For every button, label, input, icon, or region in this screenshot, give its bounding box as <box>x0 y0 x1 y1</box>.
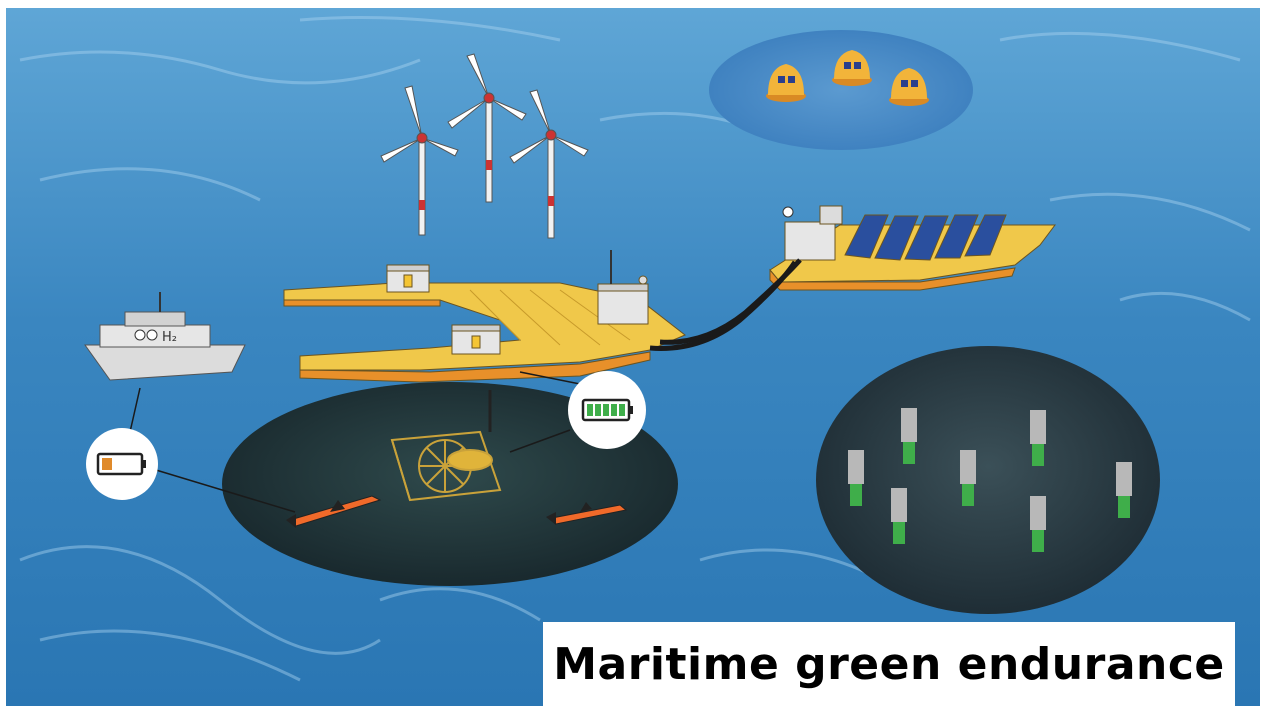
sea-foam-streaks <box>19 16 1251 682</box>
seabed-sensor-icon <box>1030 410 1046 466</box>
buoys-bubble <box>709 30 973 150</box>
solar-panel-icon <box>844 214 1007 261</box>
caption-box: Maritime green endurance <box>543 622 1235 706</box>
buoy-icon <box>889 68 929 106</box>
underwater-glider-icon <box>546 502 628 525</box>
power-station-hut <box>386 264 430 293</box>
underwater-glider-icon <box>286 495 382 528</box>
battery-link-low <box>155 469 296 513</box>
seabed-sensor-icon <box>960 450 976 506</box>
wind-turbines <box>380 53 589 239</box>
solar-platform <box>769 205 1056 291</box>
caption-title: Maritime green endurance <box>553 638 1225 690</box>
seabed-sensor-icon <box>1116 462 1132 518</box>
wind-turbine-icon <box>380 85 459 236</box>
seabed-sensor-icon <box>891 488 907 544</box>
control-hut <box>782 205 843 261</box>
ship-icon: H₂ <box>84 292 246 381</box>
battery-link-full <box>509 429 571 453</box>
underwater-glider-bubble <box>222 382 678 586</box>
wind-turbine-icon <box>447 53 527 203</box>
seabed-sensor-icon <box>901 408 917 464</box>
battery-link-full-platform <box>519 371 586 386</box>
ship-label: H₂ <box>162 330 177 345</box>
ship-battery-link <box>129 387 141 433</box>
battery-low-icon <box>86 428 158 500</box>
control-hut <box>597 250 649 325</box>
seabed-sensor-icon <box>1030 496 1046 552</box>
buoy-icon <box>832 50 872 86</box>
power-station-hut <box>451 324 501 355</box>
seabed-sensors-bubble <box>816 346 1160 614</box>
tidal-turbine-icon <box>390 390 502 502</box>
seabed-sensor-icon <box>848 450 864 506</box>
floating-platform <box>283 250 686 383</box>
wind-turbine-icon <box>509 89 589 239</box>
battery-full-icon <box>568 371 646 449</box>
buoy-icon <box>766 64 806 102</box>
power-cables <box>649 258 802 351</box>
